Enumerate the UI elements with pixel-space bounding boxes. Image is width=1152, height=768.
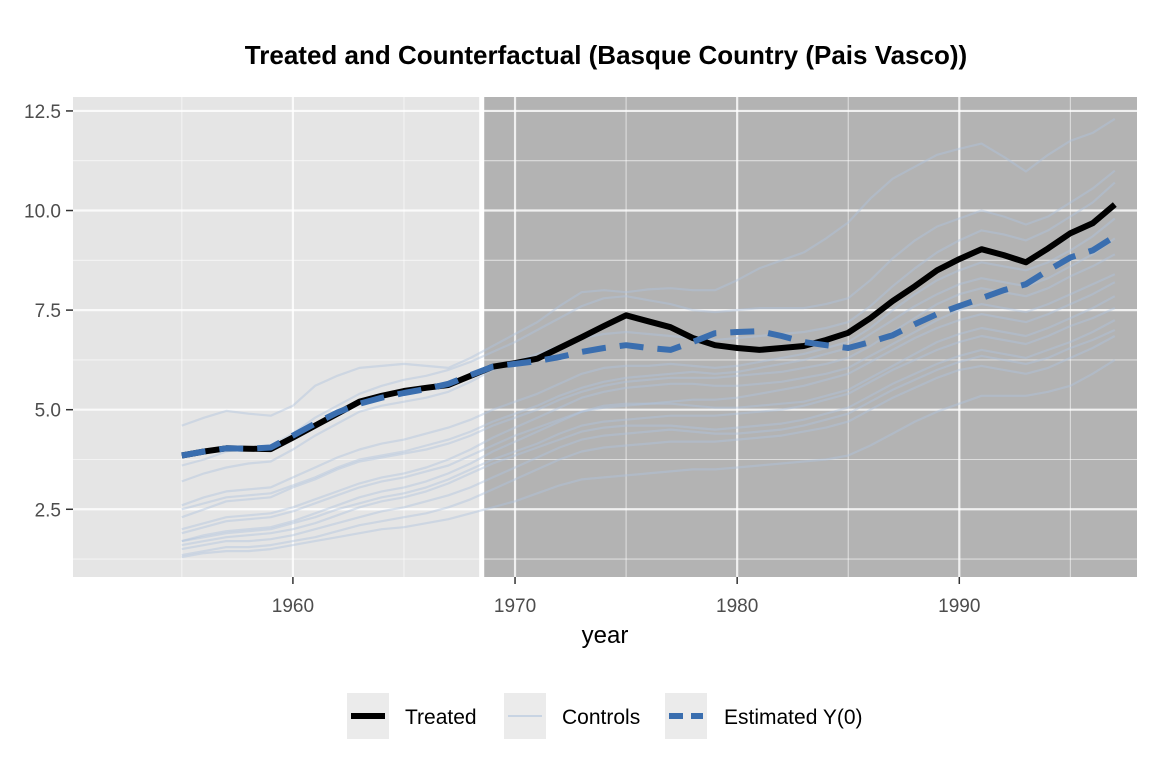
grid-lines bbox=[73, 97, 1137, 577]
x-tick-label: 1960 bbox=[272, 596, 314, 617]
y-tick-label: 2.5 bbox=[35, 500, 61, 521]
control-series-line-7 bbox=[181, 273, 1116, 531]
control-series-line-10 bbox=[181, 307, 1116, 543]
y-tick-label: 12.5 bbox=[24, 102, 61, 123]
control-series-line-8 bbox=[181, 281, 1116, 535]
y-tick-label: 5.0 bbox=[35, 401, 61, 422]
control-series-line-3 bbox=[181, 181, 1116, 483]
post-treatment-panel bbox=[481, 97, 1138, 577]
legend-label-estimated: Estimated Y(0) bbox=[724, 706, 863, 729]
legend: Treated Controls Estimated Y(0) bbox=[347, 693, 863, 739]
control-series-line-2 bbox=[181, 169, 1116, 467]
x-tick-label: 1970 bbox=[494, 596, 536, 617]
legend-label-controls: Controls bbox=[562, 706, 640, 729]
plot-panels bbox=[73, 97, 1138, 577]
x-axis-label: year bbox=[582, 622, 629, 649]
control-series bbox=[181, 117, 1116, 559]
control-series-line-13 bbox=[181, 335, 1116, 557]
chart-title: Treated and Counterfactual (Basque Count… bbox=[245, 40, 967, 70]
pre-treatment-panel bbox=[73, 97, 482, 577]
legend-label-treated: Treated bbox=[405, 706, 477, 729]
y-tick-label: 10.0 bbox=[24, 202, 61, 223]
control-series-line-9 bbox=[181, 295, 1116, 543]
y-axis: 2.5 5.0 7.5 10.0 12.5 bbox=[24, 102, 73, 521]
x-axis: 1960 1970 1980 1990 bbox=[272, 577, 980, 617]
control-series-line-4 bbox=[181, 217, 1116, 507]
x-tick-label: 1990 bbox=[938, 596, 980, 617]
control-series-line-1 bbox=[181, 117, 1116, 427]
y-tick-label: 7.5 bbox=[35, 301, 61, 322]
main-series bbox=[181, 202, 1117, 459]
control-series-line-11 bbox=[181, 319, 1116, 547]
estimated-y0-series-line bbox=[181, 233, 1117, 459]
x-tick-label: 1980 bbox=[716, 596, 758, 617]
control-series-line-14 bbox=[181, 358, 1116, 559]
control-series-line-5 bbox=[181, 237, 1116, 511]
control-series-line-6 bbox=[181, 253, 1116, 519]
control-series-line-12 bbox=[181, 328, 1116, 551]
